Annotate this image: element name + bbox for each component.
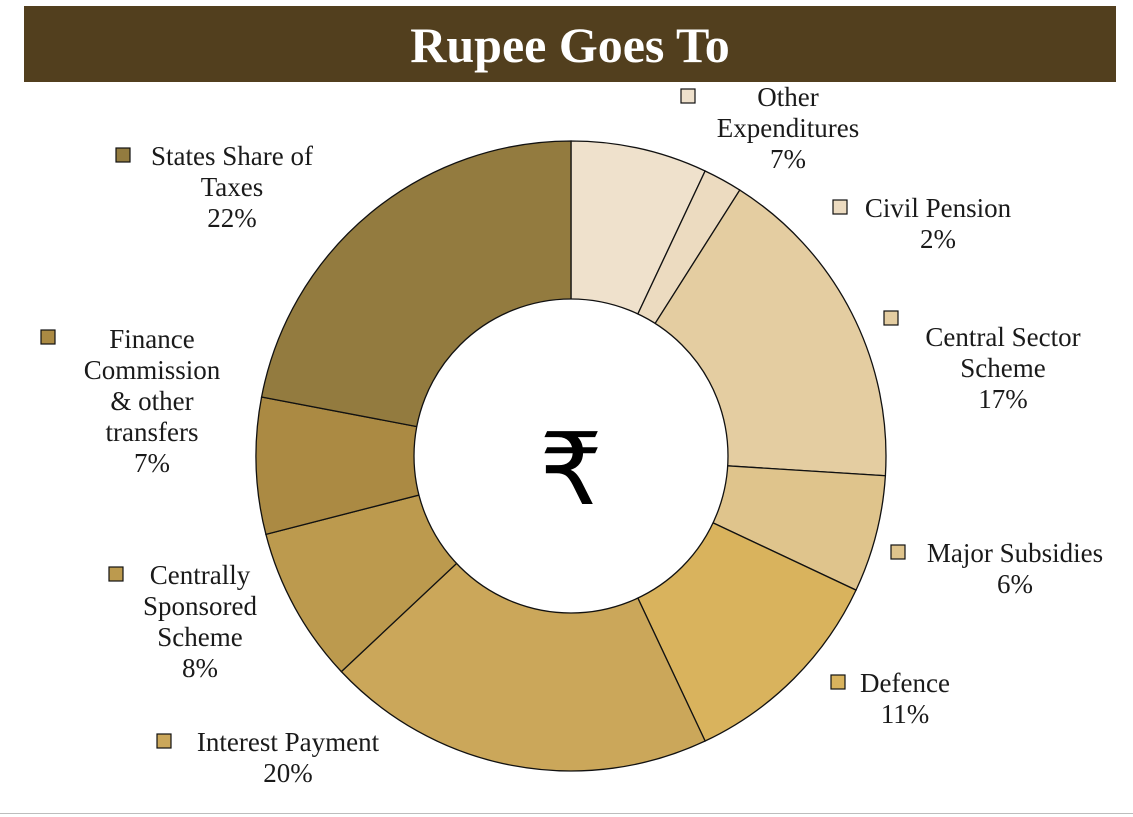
data-label-value-2: 17%: [978, 384, 1028, 414]
bottom-divider: [0, 813, 1133, 814]
legend-marker-2: [883, 310, 899, 326]
rupee-symbol-icon: ₹: [539, 411, 603, 528]
slice-7: [255, 396, 572, 536]
data-label-name-6: Centrally: [150, 560, 251, 590]
legend-marker-8: [115, 147, 131, 163]
data-label-name-2: Central Sector: [925, 322, 1080, 352]
data-label-value-0: 7%: [770, 144, 806, 174]
legend-marker-5: [156, 733, 172, 749]
data-label-name-3: Major Subsidies: [927, 538, 1103, 568]
data-label-name-0: Other: [757, 82, 818, 112]
chart-center-hole: [413, 298, 729, 614]
chart-title: Rupee Goes To: [410, 17, 730, 73]
data-label-name-1: Civil Pension: [865, 193, 1012, 223]
slice-5: [340, 454, 706, 772]
data-label-name-0: Expenditures: [717, 113, 859, 143]
legend-marker-7: [40, 329, 56, 345]
data-label-name-6: Sponsored: [143, 591, 257, 621]
data-label-name-7: Commission: [84, 355, 221, 385]
data-label-name-2: Scheme: [960, 353, 1045, 383]
data-label-name-7: transfers: [106, 417, 199, 447]
data-label-value-1: 2%: [920, 224, 956, 254]
data-label-name-4: Defence: [860, 668, 950, 698]
data-label-name-8: States Share of: [151, 141, 313, 171]
legend-marker-1: [832, 199, 848, 215]
legend-marker-4: [830, 674, 846, 690]
legend-marker-6: [108, 566, 124, 582]
data-label-value-4: 11%: [881, 699, 930, 729]
title-banner: Rupee Goes To: [24, 6, 1116, 82]
data-label-name-7: Finance: [109, 324, 194, 354]
data-label-value-5: 20%: [263, 758, 313, 788]
data-label-name-5: Interest Payment: [197, 727, 380, 757]
data-label-name-6: Scheme: [157, 622, 242, 652]
data-label-value-8: 22%: [207, 203, 257, 233]
data-label-value-6: 8%: [182, 653, 218, 683]
data-label-value-3: 6%: [997, 569, 1033, 599]
data-label-value-7: 7%: [134, 448, 170, 478]
legend-marker-3: [890, 544, 906, 560]
data-label-name-8: Taxes: [201, 172, 264, 202]
legend-marker-0: [680, 88, 696, 104]
data-label-name-7: & other: [110, 386, 193, 416]
